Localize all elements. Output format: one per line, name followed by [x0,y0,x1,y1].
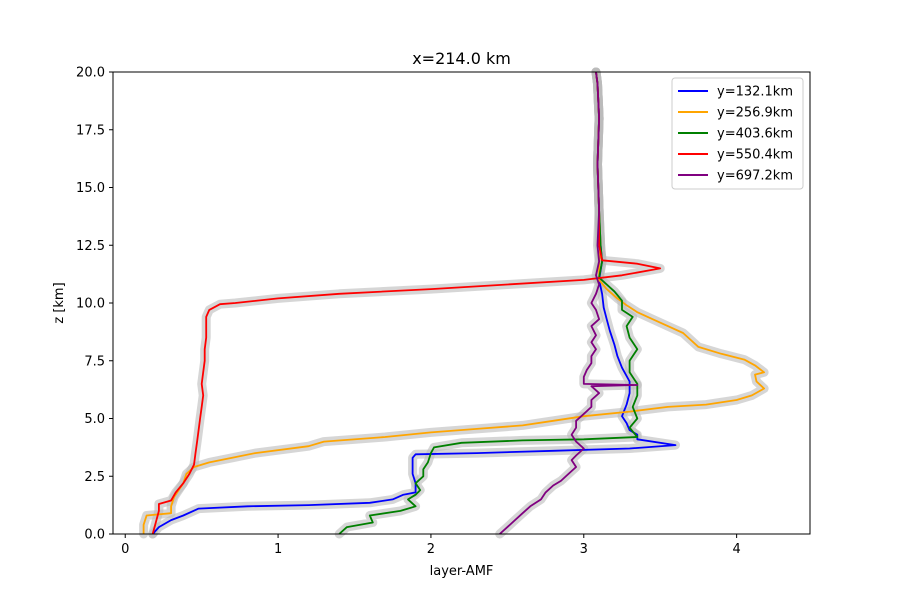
legend-label-y-132-1km: y=132.1km [717,85,793,100]
legend-label-y-697-2km: y=697.2km [717,169,793,184]
chart-title: x=214.0 km [412,49,511,68]
legend-label-y-550-4km: y=550.4km [717,148,793,163]
x-axis-ticks: 0 1 2 3 4 [121,534,741,557]
series-line-y-403-6km [338,71,639,535]
y-tick-label: 2.5 [84,470,105,485]
y-tick-label: 15.0 [76,181,105,196]
legend-label-y-256-9km: y=256.9km [717,106,793,121]
series-line-y-256-9km [142,71,765,534]
legend: y=132.1km y=256.9km y=403.6km y=550.4km y=69… [671,77,804,190]
series-line-y-550-4km [151,71,662,535]
y-axis-label: z [km] [52,282,67,323]
y-tick-label: 7.5 [84,354,105,369]
series-lines [142,71,765,535]
x-tick-label: 4 [732,542,740,557]
x-tick-label: 1 [274,542,282,557]
legend-box [671,77,804,190]
y-tick-label: 10.0 [76,297,105,312]
y-axis-ticks: 0.0 2.5 5.0 7.5 10.0 12.5 15.0 17.5 20.0 [76,66,113,543]
x-axis-label: layer-AMF [430,564,494,579]
x-tick-label: 3 [580,542,588,557]
legend-label-y-403-6km: y=403.6km [717,127,793,142]
y-tick-label: 5.0 [84,412,105,427]
y-tick-label: 20.0 [76,66,105,81]
y-tick-label: 17.5 [76,123,105,138]
x-tick-label: 0 [121,542,129,557]
series-line-y-697-2km [499,71,639,535]
y-tick-label: 0.0 [84,528,105,543]
x-tick-label: 2 [427,542,435,557]
y-tick-label: 12.5 [76,239,105,254]
